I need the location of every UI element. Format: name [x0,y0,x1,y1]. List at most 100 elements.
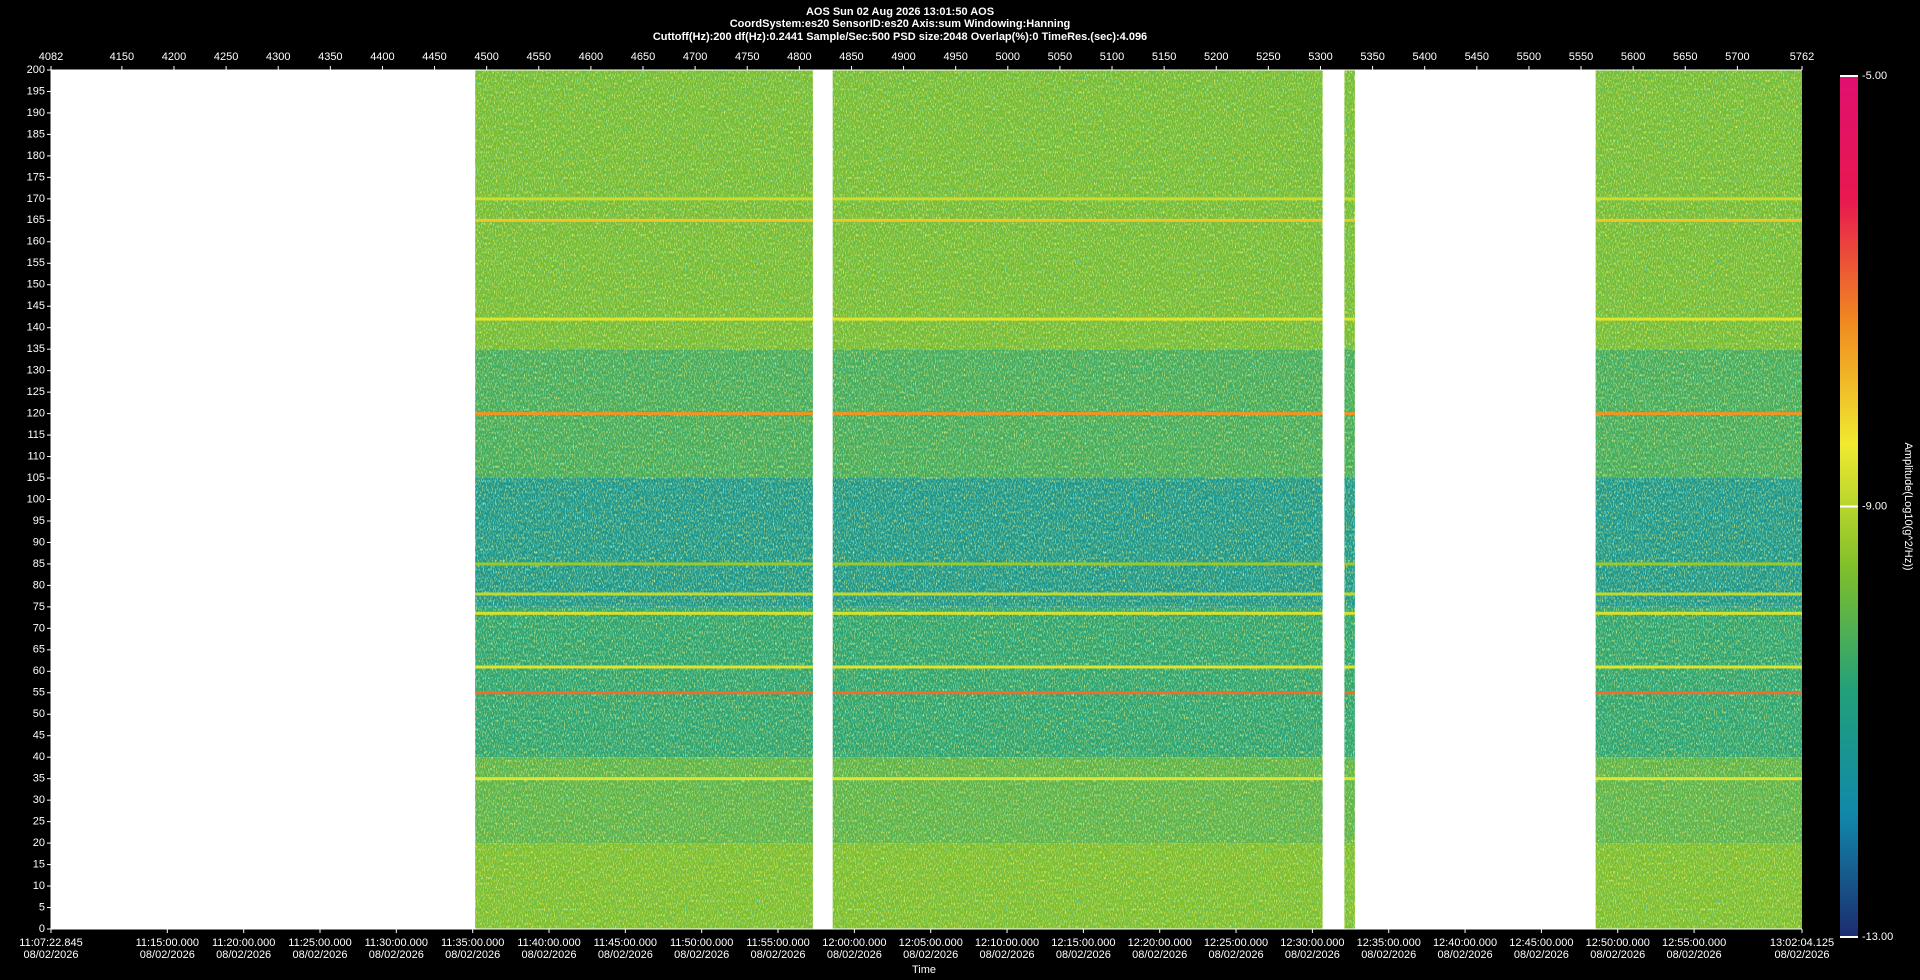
time-tick-label: 11:25:00.000 [288,937,351,949]
y-tick-label: 195 [27,85,45,97]
y-tick-label: 105 [27,472,45,484]
x-tick-label: 5300 [1308,51,1332,63]
date-tick-label: 08/02/2026 [750,949,805,961]
date-tick-label: 08/02/2026 [674,949,729,961]
x-tick-label: 4500 [474,51,498,63]
x-tick-label: 5650 [1673,51,1697,63]
data-segment [475,70,813,929]
date-tick-label: 08/02/2026 [1361,949,1416,961]
time-tick-label: 12:10:00.000 [975,937,1039,949]
spectral-line [832,691,1323,695]
x-tick-label: 4250 [214,51,238,63]
spectral-line [832,218,1323,222]
spectral-line [832,777,1323,781]
date-tick-label: 08/02/2026 [1774,949,1829,961]
y-tick-label: 75 [33,601,45,613]
spectral-line [475,691,813,695]
colorbar-label: Amplitude(Log10(g^2/Hz)) [1902,442,1914,570]
x-tick-label: 4850 [839,51,863,63]
spectral-line [1344,691,1355,695]
x-tick-label: 5250 [1256,51,1280,63]
time-tick-label: 12:00:00.000 [822,937,886,949]
spectral-line [1595,592,1802,596]
x-tick-label: 5000 [996,51,1020,63]
settings-line: Cuttoff(Hz):200 df(Hz):0.2441 Sample/Sec… [653,31,1147,43]
spectral-line [832,197,1323,201]
time-tick-label: 11:55:00.000 [746,937,809,949]
date-tick-label: 08/02/2026 [903,949,958,961]
y-tick-label: 10 [33,880,45,892]
y-tick-label: 55 [33,687,45,699]
y-tick-label: 130 [27,365,45,377]
y-tick-label: 165 [27,214,45,226]
x-tick-label: 5600 [1621,51,1645,63]
time-tick-label: 11:15:00.000 [136,937,199,949]
spectral-line [1344,611,1355,615]
y-tick-label: 155 [27,257,45,269]
spectral-line [1595,611,1802,615]
time-tick-label: 11:07:22.845 [19,937,82,949]
y-tick-label: 135 [27,343,45,355]
y-tick-label: 40 [33,751,45,763]
y-tick-label: 170 [27,193,45,205]
y-tick-label: 60 [33,665,45,677]
x-tick-label: 4550 [527,51,551,63]
time-tick-label: 11:40:00.000 [517,937,580,949]
data-segment [832,70,1323,929]
date-tick-label: 08/02/2026 [1209,949,1264,961]
chart-subtitle: CoordSystem:es20 SensorID:es20 Axis:sum … [730,18,1071,30]
y-tick-label: 110 [27,450,45,462]
time-tick-label: 11:45:00.000 [594,937,657,949]
date-tick-label: 08/02/2026 [216,949,271,961]
y-tick-label: 115 [27,429,45,441]
spectral-line [1344,317,1355,321]
spectral-line [475,412,813,416]
time-tick-label: 12:15:00.000 [1051,937,1115,949]
y-tick-label: 0 [39,923,45,935]
y-tick-label: 125 [27,386,45,398]
date-tick-label: 08/02/2026 [1438,949,1493,961]
date-tick-label: 08/02/2026 [980,949,1035,961]
y-tick-label: 180 [27,150,45,162]
y-tick-label: 45 [33,730,45,742]
time-tick-label: 12:35:00.000 [1357,937,1421,949]
spectral-line [1595,218,1802,222]
y-tick-label: 120 [27,408,45,420]
time-tick-label: 13:02:04.125 [1770,937,1834,949]
spectral-line [1595,665,1802,669]
data-segment [1344,70,1355,929]
y-tick-label: 160 [27,236,45,248]
time-tick-label: 12:30:00.000 [1280,937,1344,949]
y-tick-label: 80 [33,579,45,591]
x-tick-label: 4200 [162,51,186,63]
spectral-line [1344,777,1355,781]
spectral-line [1344,412,1355,416]
y-tick-label: 30 [33,794,45,806]
y-tick-label: 35 [33,773,45,785]
x-tick-label: 5700 [1725,51,1749,63]
spectral-line [1595,317,1802,321]
spectral-line [832,592,1323,596]
x-tick-label: 4450 [422,51,446,63]
x-tick-label: 5450 [1465,51,1489,63]
date-tick-label: 08/02/2026 [1667,949,1722,961]
y-tick-label: 65 [33,644,45,656]
spectral-line [1595,197,1802,201]
spectral-line [475,592,813,596]
spectral-line [832,412,1323,416]
spectral-line [1344,665,1355,669]
date-tick-label: 08/02/2026 [827,949,882,961]
spectral-line [1595,777,1802,781]
y-tick-label: 90 [33,536,45,548]
spectral-line [1344,562,1355,566]
texture [475,70,813,929]
x-tick-label: 5550 [1569,51,1593,63]
y-tick-label: 145 [27,300,45,312]
spectral-line [1344,592,1355,596]
spectral-line [1595,562,1802,566]
time-tick-label: 12:50:00.000 [1586,937,1650,949]
x-tick-label: 4350 [318,51,342,63]
spectral-line [1344,197,1355,201]
x-tick-label: 5050 [1048,51,1072,63]
